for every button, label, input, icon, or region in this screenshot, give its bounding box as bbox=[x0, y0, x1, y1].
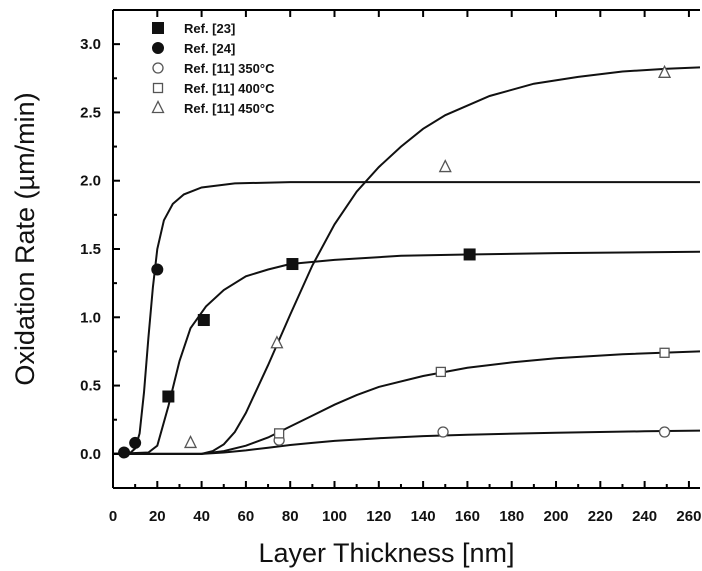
y-tick-label: 1.5 bbox=[80, 241, 101, 258]
legend-label-5: Ref. [11] 450°C bbox=[184, 101, 275, 116]
legend-marker-5 bbox=[151, 100, 165, 114]
y-tick-label: 2.5 bbox=[80, 104, 101, 121]
legend-label-2: Ref. [24] bbox=[184, 41, 235, 56]
x-tick-label: 120 bbox=[366, 508, 391, 525]
x-tick-label: 100 bbox=[322, 508, 347, 525]
legend-label-3: Ref. [11] 350°C bbox=[184, 61, 275, 76]
data-point-series-4 bbox=[659, 347, 670, 358]
x-tick-label: 0 bbox=[109, 508, 117, 525]
data-point-series-1 bbox=[463, 248, 476, 261]
x-tick-label: 60 bbox=[238, 508, 255, 525]
fit-curve-4 bbox=[113, 350, 700, 455]
data-point-series-2 bbox=[118, 446, 131, 459]
x-tick-label: 260 bbox=[676, 508, 701, 525]
data-point-series-3 bbox=[437, 426, 449, 438]
y-tick-label: 2.0 bbox=[80, 173, 101, 190]
x-tick-label: 40 bbox=[193, 508, 210, 525]
x-tick-label: 240 bbox=[632, 508, 657, 525]
fit-curve-3 bbox=[113, 66, 700, 455]
legend-marker-4 bbox=[152, 82, 164, 94]
data-point-series-1 bbox=[197, 314, 210, 327]
data-point-series-1 bbox=[162, 390, 175, 403]
data-point-series-3 bbox=[658, 426, 671, 438]
y-tick-label: 0.0 bbox=[80, 446, 101, 463]
legend-label-1: Ref. [23] bbox=[184, 21, 235, 36]
axes-layer: 0 20 40 60 80 100 120 140 160 180 200 220 240 260 0.0 0… bbox=[80, 9, 701, 525]
data-points-layer bbox=[118, 64, 672, 459]
fit-curve-5 bbox=[113, 429, 700, 455]
data-point-series-5 bbox=[270, 335, 284, 349]
data-point-series-4 bbox=[435, 366, 446, 378]
data-point-series-5 bbox=[183, 434, 198, 449]
data-point-series-5 bbox=[438, 159, 452, 173]
y-tick-label: 1.0 bbox=[80, 309, 101, 326]
x-tick-label: 140 bbox=[411, 508, 436, 525]
data-point-series-1 bbox=[286, 258, 299, 271]
data-point-series-2 bbox=[129, 436, 142, 449]
legend-marker-2 bbox=[152, 42, 164, 54]
legend-marker-3 bbox=[152, 62, 164, 74]
x-tick-label: 160 bbox=[455, 508, 480, 525]
y-tick-label: 3.0 bbox=[80, 36, 101, 53]
y-axis-title: Oxidation Rate (µm/min) bbox=[10, 92, 40, 385]
x-tick-label: 180 bbox=[499, 508, 524, 525]
data-point-series-4 bbox=[273, 428, 285, 439]
x-tick-label: 20 bbox=[149, 508, 166, 525]
legend-marker-1 bbox=[152, 22, 164, 34]
fit-curve-2 bbox=[113, 250, 700, 455]
x-tick-label: 220 bbox=[588, 508, 613, 525]
fit-curves-layer bbox=[113, 66, 700, 455]
x-tick-label: 200 bbox=[544, 508, 569, 525]
data-point-series-5 bbox=[658, 64, 672, 78]
x-axis-title: Layer Thickness [nm] bbox=[258, 538, 514, 568]
y-tick-label: 0.5 bbox=[80, 378, 101, 395]
x-tick-label: 80 bbox=[282, 508, 299, 525]
data-point-series-2 bbox=[151, 263, 164, 276]
legend: Ref. [23] Ref. [24] Ref. [11] 350°C Ref. [1… bbox=[151, 21, 275, 116]
legend-label-4: Ref. [11] 400°C bbox=[184, 81, 275, 96]
